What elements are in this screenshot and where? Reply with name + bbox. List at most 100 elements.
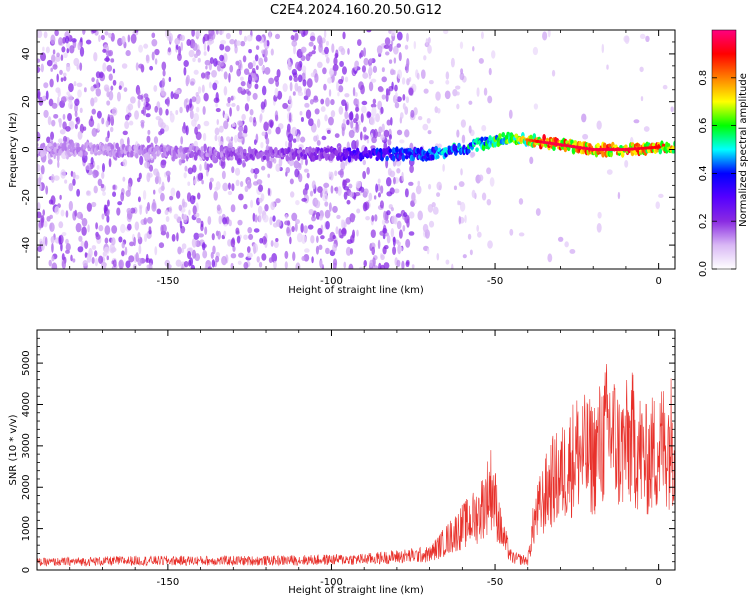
heatmap-speckle <box>269 120 273 129</box>
heatmap-speckle <box>91 77 95 83</box>
heatmap-speckle <box>214 134 218 142</box>
heatmap-speckle <box>121 241 125 249</box>
heatmap-speckle <box>436 181 442 191</box>
heatmap-speckle <box>211 233 215 241</box>
heatmap-speckle <box>380 254 385 261</box>
heatmap-speckle <box>366 30 372 33</box>
heatmap-speckle <box>338 85 344 93</box>
heatmap-speckle <box>408 231 415 236</box>
heatmap-speckle <box>260 141 264 149</box>
heatmap-speckle <box>368 65 373 76</box>
heatmap-speckle <box>406 32 409 43</box>
heatmap-speckle <box>81 226 87 236</box>
heatmap-speckle <box>445 71 450 80</box>
heatmap-speckle <box>328 89 332 97</box>
heatmap-speckle <box>472 46 475 52</box>
heatmap-speckle <box>270 201 276 211</box>
heatmap-speckle <box>354 61 358 71</box>
heatmap-speckle <box>239 30 243 36</box>
heatmap-speckle <box>212 245 216 255</box>
heatmap-speckle <box>617 191 621 200</box>
heatmap-speckle <box>289 191 295 198</box>
heatmap-speckle <box>183 60 189 68</box>
heatmap-ridge-core <box>656 145 662 149</box>
heatmap-speckle <box>314 73 319 83</box>
heatmap-speckle <box>153 136 159 145</box>
heatmap-speckle <box>123 87 128 92</box>
heatmap-speckle <box>284 250 289 259</box>
heatmap-speckle <box>203 92 209 102</box>
heatmap-speckle <box>81 217 88 227</box>
heatmap-speckle <box>658 193 664 199</box>
heatmap-speckle <box>93 51 98 62</box>
heatmap-speckle <box>483 87 488 96</box>
heatmap-speckle <box>182 213 188 221</box>
heatmap-speckle <box>148 226 152 233</box>
heatmap-speckle <box>60 77 64 82</box>
heatmap-speckle <box>170 187 176 197</box>
heatmap-ridge-cell <box>498 133 502 139</box>
heatmap-speckle <box>168 76 172 83</box>
heatmap-speckle <box>372 98 377 105</box>
heatmap-speckle <box>377 178 381 184</box>
heatmap-speckle <box>121 250 125 257</box>
heatmap-speckle <box>61 260 66 269</box>
heatmap-speckle <box>235 230 240 235</box>
heatmap-speckle <box>382 227 388 234</box>
heatmap-speckle <box>166 96 170 107</box>
heatmap-speckle <box>355 92 358 97</box>
heatmap-speckle <box>489 177 495 187</box>
heatmap-speckle <box>105 55 110 63</box>
heatmap-speckle <box>422 223 429 233</box>
heatmap-speckle <box>410 200 416 207</box>
heatmap-speckle <box>332 235 336 240</box>
heatmap-speckle <box>175 110 179 115</box>
heatmap-speckle <box>46 59 53 67</box>
heatmap-speckle <box>48 259 52 267</box>
heatmap-speckle <box>138 244 142 255</box>
heatmap-speckle <box>363 188 369 195</box>
heatmap-speckle <box>54 55 61 62</box>
heatmap-speckle <box>300 223 304 233</box>
heatmap-speckle <box>377 239 381 250</box>
heatmap-speckle <box>188 49 195 58</box>
heatmap-speckle <box>90 115 93 122</box>
heatmap-speckle <box>148 262 153 269</box>
heatmap-speckle <box>385 51 390 56</box>
heatmap-speckle <box>214 127 220 136</box>
heatmap-speckle <box>376 45 383 55</box>
heatmap-speckle <box>334 170 338 177</box>
heatmap-speckle <box>263 121 269 132</box>
heatmap-ridge-cell <box>671 149 675 154</box>
heatmap-speckle <box>396 129 403 136</box>
heatmap-speckle <box>79 46 85 57</box>
heatmap-speckle <box>317 227 323 235</box>
heatmap-speckle <box>37 66 41 73</box>
heatmap-speckle <box>391 215 396 225</box>
heatmap-speckle <box>136 88 141 96</box>
heatmap-speckle <box>387 139 392 146</box>
heatmap-speckle <box>58 37 63 46</box>
heatmap-speckle <box>467 233 472 240</box>
heatmap-speckle <box>178 204 183 211</box>
heatmap-speckle <box>288 112 292 123</box>
heatmap-ridge-cell <box>177 152 182 158</box>
heatmap-speckle <box>206 72 210 80</box>
heatmap-speckle <box>471 189 476 198</box>
heatmap-speckle <box>247 74 252 85</box>
y-tick-label: 20 <box>21 95 32 108</box>
heatmap-speckle <box>459 41 464 49</box>
heatmap-speckle <box>256 179 263 185</box>
heatmap-speckle <box>509 228 514 236</box>
heatmap-speckle <box>242 55 247 63</box>
heatmap-speckle <box>426 117 431 124</box>
heatmap-speckle <box>403 212 408 218</box>
heatmap-speckle <box>275 198 281 204</box>
heatmap-speckle <box>333 57 338 66</box>
colorbar-tick-label: 0.0 <box>698 261 709 277</box>
heatmap-speckle <box>168 206 173 214</box>
heatmap-speckle <box>268 30 272 39</box>
heatmap-speckle <box>532 46 539 56</box>
heatmap-ridge-cell <box>49 145 54 150</box>
